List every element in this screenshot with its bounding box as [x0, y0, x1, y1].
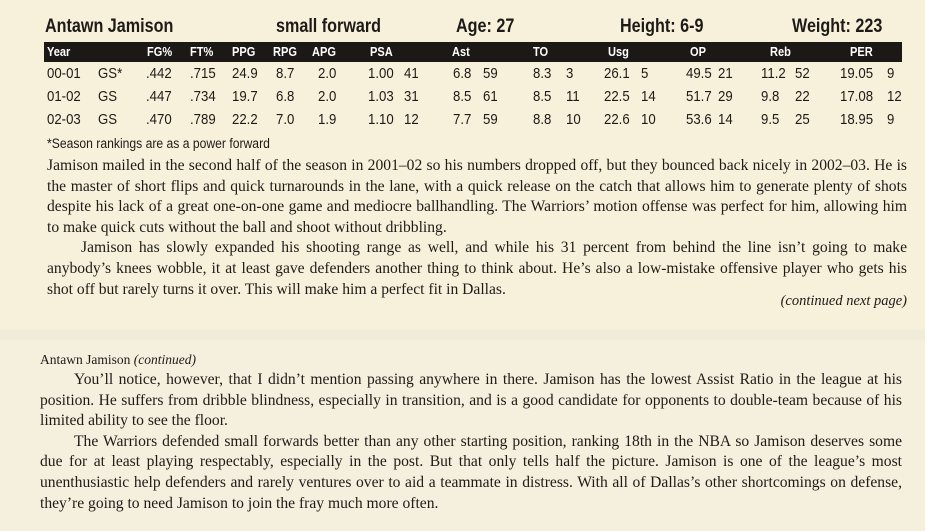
column-header: Usg	[608, 44, 629, 59]
header-bar	[44, 42, 902, 62]
table-cell: 52	[795, 65, 810, 82]
table-cell: 51.7	[686, 88, 712, 105]
table-cell: 18.95	[840, 111, 874, 128]
paragraph: Jamison mailed in the second half of the…	[47, 157, 907, 236]
table-cell: 1.00	[368, 65, 394, 82]
table-cell: 5	[641, 65, 649, 82]
table-cell: 12	[404, 111, 419, 128]
column-header: PSA	[370, 44, 393, 59]
table-cell: 2.0	[318, 88, 337, 105]
table-cell: 8.7	[276, 65, 295, 82]
column-header: OP	[690, 44, 706, 59]
table-cell: 25	[795, 111, 810, 128]
table-cell: 01-02	[47, 88, 81, 105]
table-cell: 24.9	[232, 65, 258, 82]
table-cell: 59	[483, 111, 498, 128]
table-cell: 61	[483, 88, 498, 105]
table-cell: .447	[146, 88, 172, 105]
column-header: APG	[312, 44, 336, 59]
table-cell: 9.5	[761, 111, 780, 128]
body-text: Jamison mailed in the second half of the…	[47, 156, 907, 300]
footnote: *Season rankings are as a power forward	[47, 136, 270, 151]
table-cell: 26.1	[604, 65, 630, 82]
table-cell: 21	[718, 65, 733, 82]
column-header: FT%	[190, 44, 214, 59]
table-cell: 9	[887, 111, 895, 128]
table-cell: 14	[718, 111, 733, 128]
continued-label: (continued)	[133, 352, 196, 367]
table-cell: 11.2	[761, 65, 786, 82]
table-cell: 41	[404, 65, 419, 82]
table-cell: 8.5	[533, 88, 552, 105]
column-header: PPG	[232, 44, 256, 59]
table-cell: 8.8	[533, 111, 552, 128]
table-cell: .470	[146, 111, 172, 128]
table-cell: 6.8	[453, 65, 472, 82]
column-header: Ast	[452, 44, 470, 59]
table-cell: 53.6	[686, 111, 712, 128]
table-cell: 19.7	[232, 88, 258, 105]
stats-panel: Antawn Jamison small forward Age: 27 Hei…	[44, 16, 907, 309]
table-cell: .734	[190, 88, 216, 105]
player-name: Antawn Jamison	[40, 352, 131, 367]
continuation-heading: Antawn Jamison (continued)	[40, 352, 902, 368]
weight: Weight: 223	[792, 16, 883, 37]
table-cell: 59	[483, 65, 498, 82]
column-header: Year	[47, 44, 71, 59]
table-cell: 22	[795, 88, 810, 105]
table-cell: 12	[887, 88, 902, 105]
table-cell: 1.9	[318, 111, 337, 128]
table-cell: 10	[566, 111, 581, 128]
table-cell: 9	[887, 65, 895, 82]
table-cell: 7.7	[453, 111, 472, 128]
table-cell: 31	[404, 88, 419, 105]
table-cell: 9.8	[761, 88, 780, 105]
table-cell: .442	[146, 65, 172, 82]
table-cell: 8.5	[453, 88, 472, 105]
table-cell: 3	[566, 65, 574, 82]
position: small forward	[276, 16, 382, 37]
table-cell: 22.2	[232, 111, 258, 128]
table-cell: 6.8	[276, 88, 295, 105]
table-cell: 11	[566, 88, 580, 105]
continuation-panel	[0, 340, 925, 531]
table-cell: 22.5	[604, 88, 630, 105]
paragraph: The Warriors defended small forwards bet…	[40, 432, 902, 512]
column-header: Reb	[770, 44, 791, 59]
paragraph: You’ll notice, however, that I didn’t me…	[40, 371, 902, 430]
table-cell: GS	[98, 88, 118, 105]
paragraph: Jamison has slowly expanded his shooting…	[47, 239, 907, 298]
column-header: FG%	[147, 44, 173, 59]
column-header: RPG	[273, 44, 297, 59]
table-cell: .789	[190, 111, 216, 128]
table-cell: 49.5	[686, 65, 712, 82]
table-cell: 29	[718, 88, 733, 105]
table-cell: 7.0	[276, 111, 295, 128]
player-name: Antawn Jamison	[45, 16, 174, 37]
table-cell: 17.08	[840, 88, 874, 105]
age: Age: 27	[456, 16, 515, 37]
table-cell: .715	[190, 65, 216, 82]
table-cell: 2.0	[318, 65, 337, 82]
table-cell: GS	[98, 111, 118, 128]
table-cell: 8.3	[533, 65, 552, 82]
column-header: PER	[850, 44, 873, 59]
table-cell: 10	[641, 111, 656, 128]
table-cell: GS*	[98, 65, 123, 82]
table-cell: 22.6	[604, 111, 630, 128]
table-cell: 02-03	[47, 111, 81, 128]
table-cell: 1.03	[368, 88, 394, 105]
table-cell: 00-01	[47, 65, 81, 82]
continuation-text: Antawn Jamison (continued) You’ll notice…	[40, 352, 902, 514]
continued-note: (continued next page)	[780, 293, 907, 309]
table-cell: 14	[641, 88, 656, 105]
table-cell: 1.10	[368, 111, 394, 128]
height: Height: 6-9	[620, 16, 704, 37]
column-header: TO	[533, 44, 549, 59]
table-cell: 19.05	[840, 65, 874, 82]
